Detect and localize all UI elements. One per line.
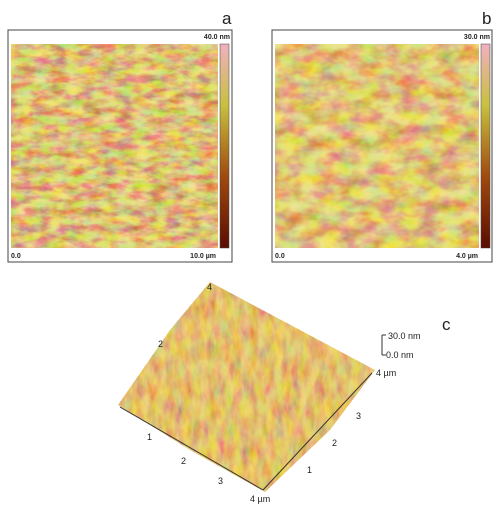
y-tick-label: 1 <box>307 465 312 475</box>
scale-length: 4.0 µm <box>456 253 478 260</box>
afm-image <box>275 44 479 248</box>
z-min: 0.0 nm <box>386 350 414 360</box>
y-tick-label: 4 µm <box>376 368 396 378</box>
y-tick-label: 3 <box>356 411 361 421</box>
y-tick-label: 2 <box>332 438 337 448</box>
surface-3d <box>118 282 375 492</box>
x-axis <box>119 406 264 491</box>
panel-label: a <box>222 9 232 28</box>
x-tick-label: 1 <box>147 432 152 442</box>
x-tick-label: 2 <box>181 456 186 466</box>
scale-max: 40.0 nm <box>204 34 230 41</box>
color-bar <box>219 43 230 249</box>
scale-length: 10.0 µm <box>190 253 216 260</box>
scale-max: 30.0 nm <box>464 34 490 41</box>
back-label: 4 <box>207 282 212 292</box>
origin-label: 0.0 <box>11 253 21 260</box>
y-axis <box>262 372 373 491</box>
z-max: 30.0 nm <box>388 331 421 341</box>
x-tick-label: 3 <box>218 476 223 486</box>
color-bar <box>480 43 491 249</box>
origin-label: 0.0 <box>275 253 285 260</box>
x-tick-label: 4 µm <box>250 494 270 504</box>
panel-label: b <box>482 9 491 28</box>
back-label: 2 <box>158 339 163 349</box>
afm-image <box>11 44 218 248</box>
panel-label: c <box>442 315 451 334</box>
